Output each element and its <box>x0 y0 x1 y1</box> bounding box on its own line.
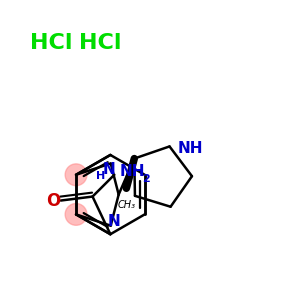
Text: 2: 2 <box>142 174 150 184</box>
Text: HCl: HCl <box>30 33 72 53</box>
Text: N: N <box>102 162 115 177</box>
Circle shape <box>65 203 87 225</box>
Text: NH: NH <box>119 164 145 179</box>
Text: NH: NH <box>178 141 203 156</box>
Circle shape <box>65 164 87 186</box>
Text: HCl: HCl <box>79 33 122 53</box>
Text: N: N <box>107 214 120 229</box>
Text: O: O <box>46 191 60 209</box>
Text: H: H <box>96 171 105 182</box>
Text: CH₃: CH₃ <box>117 200 135 210</box>
